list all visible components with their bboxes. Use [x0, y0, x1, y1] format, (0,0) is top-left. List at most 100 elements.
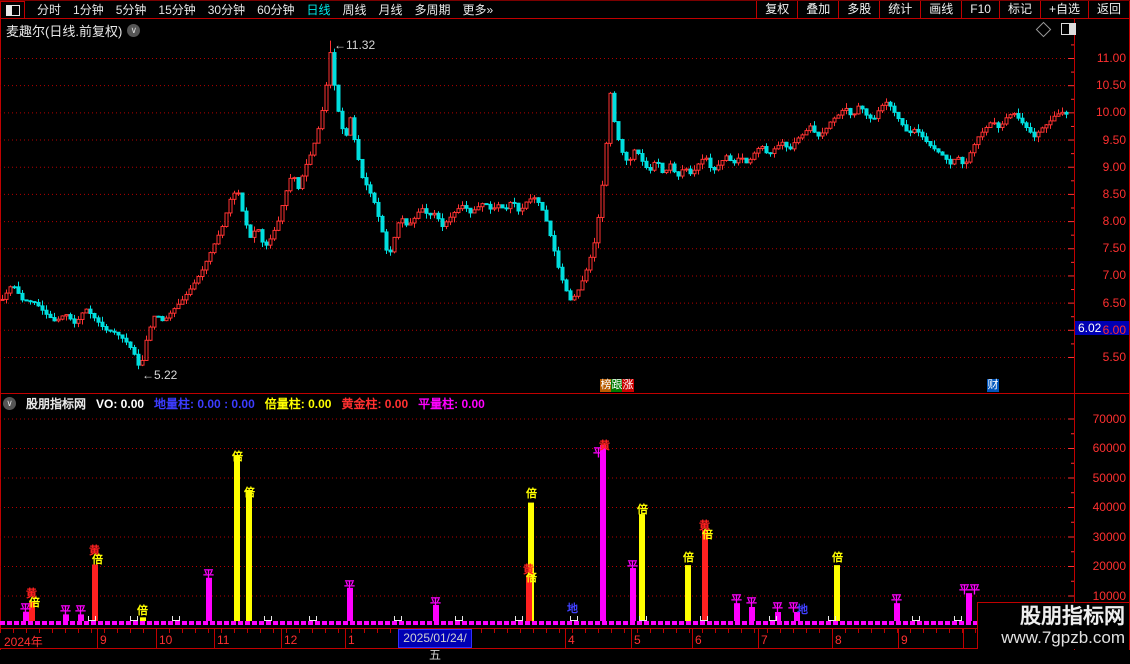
period-tab-更多»[interactable]: 更多»	[462, 2, 494, 17]
high-price-annotation: ←11.32	[334, 38, 376, 52]
time-axis-label: 6	[695, 633, 702, 647]
price-axis-label: 8.50	[1102, 186, 1126, 201]
bar-label-平: 平	[593, 447, 604, 459]
bar-label-倍: 倍	[683, 552, 694, 564]
bar-label-平: 平	[772, 602, 783, 614]
ground-mark	[700, 616, 708, 621]
month-separator	[832, 629, 833, 648]
action-统计[interactable]: 统计	[879, 1, 920, 18]
volume-axis-label: 10000	[1092, 588, 1126, 603]
period-tab-1分钟[interactable]: 1分钟	[73, 2, 104, 17]
diamond-icon[interactable]	[1035, 21, 1052, 37]
action-返回[interactable]: 返回	[1087, 1, 1130, 18]
price-axis-label: 9.00	[1102, 159, 1126, 174]
chevron-down-icon[interactable]: ∨	[127, 24, 141, 37]
time-axis[interactable]: 2024年 9 10 11 12 1 4 5 6 7 8 9 2025/01/24/五	[0, 629, 1074, 662]
volume-axis-label: 70000	[1092, 411, 1126, 426]
window-pane-icon-box[interactable]	[0, 1, 25, 19]
bar-label-倍: 倍	[232, 451, 243, 463]
price-axis-label: 5.50	[1102, 349, 1126, 364]
period-menu: 分时 1分钟 5分钟 15分钟 30分钟 60分钟 日线 周线 月线 多周期 更多»	[25, 1, 756, 18]
period-tab-30分钟[interactable]: 30分钟	[207, 2, 246, 17]
bar-label-倍: 倍	[29, 597, 40, 609]
ground-mark	[912, 616, 920, 621]
watermark: 股朋指标网 www.7gpzb.com	[977, 602, 1129, 649]
month-separator	[214, 629, 215, 648]
page-title: 麦趣尔(日线.前复权)	[6, 24, 123, 39]
price-axis-label: 10.00	[1095, 105, 1126, 120]
bar-label-平: 平	[344, 580, 355, 592]
bar-label-倍: 倍	[526, 572, 537, 584]
bar-label-倍: 倍	[137, 605, 148, 617]
ground-mark	[172, 616, 180, 621]
period-tab-多周期[interactable]: 多周期	[414, 2, 451, 17]
bar-label-黄: 黄	[26, 588, 37, 600]
action-标记[interactable]: 标记	[998, 1, 1040, 18]
badge-榜: 榜	[600, 379, 612, 392]
badge-财: 财	[987, 379, 999, 392]
action-F10[interactable]: F10	[961, 1, 999, 18]
price-axis-label: 7.50	[1102, 241, 1126, 256]
bar-label-倍: 倍	[526, 488, 537, 500]
volume-axis-label: 50000	[1092, 470, 1126, 485]
bar-label-平: 平	[20, 603, 31, 615]
ground-mark	[639, 616, 647, 621]
last-price-tag: 6.02	[1075, 321, 1129, 335]
period-tab-15分钟[interactable]: 15分钟	[158, 2, 196, 17]
badge-涨: 涨	[622, 379, 634, 392]
time-axis-label: 7	[761, 633, 768, 647]
month-separator	[758, 629, 759, 648]
month-separator	[156, 629, 157, 648]
bar-label-倍: 倍	[832, 552, 843, 564]
ground-mark	[309, 616, 317, 621]
badge-跟: 跟	[611, 379, 623, 392]
volume-axis-label: 30000	[1092, 529, 1126, 544]
indicator-field-平量柱: 平量柱: 0.00	[418, 397, 485, 411]
period-tab-日线[interactable]: 日线	[306, 2, 331, 17]
split-screen-icon[interactable]	[1061, 23, 1076, 35]
indicator-field-倍量柱: 倍量柱: 0.00	[264, 397, 332, 411]
price-axis-label: 10.50	[1095, 78, 1126, 93]
indicator-field-地量柱: 地量柱: 0.00 : 0.00	[154, 397, 255, 411]
indicator-field-黄金柱: 黄金柱: 0.00	[341, 397, 409, 411]
period-tab-5分钟[interactable]: 5分钟	[115, 2, 147, 17]
collapse-icon[interactable]: ∨	[3, 397, 16, 410]
time-axis-label: 5	[634, 633, 641, 647]
month-separator	[345, 629, 346, 648]
menubar: 分时 1分钟 5分钟 15分钟 30分钟 60分钟 日线 周线 月线 多周期 更多» 复权 叠加 多股统…	[0, 0, 1130, 19]
action-叠加[interactable]: 叠加	[797, 1, 838, 18]
bar-label-平: 平	[60, 605, 71, 617]
time-axis-label: 9	[901, 633, 908, 647]
price-axis-label: 7.00	[1102, 268, 1126, 283]
action-+自选[interactable]: +自选	[1039, 1, 1088, 18]
chart-canvas	[0, 0, 1130, 650]
month-separator	[97, 629, 98, 648]
low-price-annotation: ←5.22	[142, 368, 178, 382]
action-多股[interactable]: 多股	[838, 1, 879, 18]
price-axis-label: 8.00	[1102, 214, 1126, 229]
period-tab-分时[interactable]: 分时	[37, 2, 62, 17]
bar-label-地: 地	[567, 603, 578, 615]
bar-label-平: 平	[203, 569, 214, 581]
bar-label-倍: 倍	[92, 554, 103, 566]
month-separator	[692, 629, 693, 648]
ground-mark	[264, 616, 272, 621]
selected-date-label: 2025/01/24/五	[398, 629, 472, 662]
month-separator	[281, 629, 282, 648]
volume-axis-label: 60000	[1092, 441, 1126, 455]
bar-label-倍: 倍	[244, 487, 255, 499]
split-window-icon	[5, 4, 20, 16]
time-axis-label: 10	[159, 633, 173, 647]
bar-label-平: 平	[731, 594, 742, 606]
volume-baseline	[0, 621, 1070, 625]
period-tab-60分钟[interactable]: 60分钟	[257, 2, 295, 17]
volume-axis-label: 20000	[1092, 559, 1126, 573]
action-复权[interactable]: 复权	[756, 1, 797, 18]
period-tab-周线[interactable]: 周线	[342, 2, 367, 17]
action-画线[interactable]: 画线	[920, 1, 961, 18]
time-axis-label: 12	[284, 633, 298, 647]
price-axis-label: 9.50	[1102, 132, 1126, 147]
month-separator	[963, 629, 964, 648]
time-axis-label: 8	[835, 633, 842, 647]
period-tab-月线[interactable]: 月线	[378, 2, 403, 17]
